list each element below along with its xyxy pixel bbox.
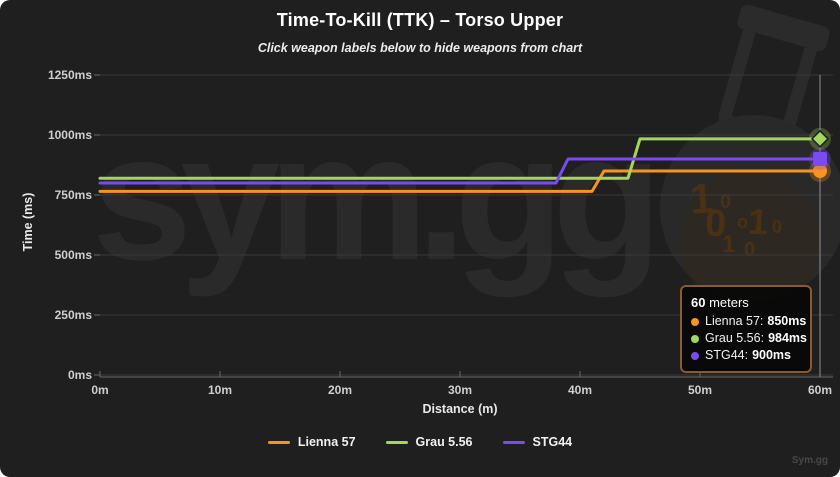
- tooltip-series-label: STG44:: [705, 348, 749, 362]
- tooltip-series-dot: [691, 317, 699, 326]
- legend-color-dash: [267, 440, 290, 444]
- series-line-lienna-57[interactable]: [98, 169, 822, 193]
- legend-item-lienna-57[interactable]: Lienna 57: [267, 435, 356, 449]
- y-tick-label: 1000ms: [47, 128, 92, 142]
- tooltip-distance: 60 meters: [691, 294, 801, 311]
- tooltip-series-dot: [691, 334, 699, 343]
- chart-tooltip: 60 meters Lienna 57: 850ms Grau 5.56: 984ms…: [680, 285, 812, 373]
- tooltip-row: STG44: 900ms: [691, 347, 801, 364]
- legend-color-dash: [502, 440, 525, 444]
- x-tick-label: 50m: [687, 383, 713, 397]
- brand-label: Sym.gg: [791, 455, 828, 466]
- sym-gg-watermark-text: sym.gg: [92, 97, 662, 298]
- tooltip-series-dot: [691, 351, 699, 360]
- logo-digit: 0: [772, 217, 783, 237]
- legend-label: Lienna 57: [297, 435, 356, 449]
- x-tick-label: 0m: [91, 383, 109, 397]
- y-tick-label: 250ms: [54, 308, 92, 322]
- logo-bottle-cap: [737, 4, 830, 51]
- legend-label: STG44: [532, 435, 573, 449]
- x-tick-label: 60m: [807, 383, 833, 397]
- tooltip-distance-value: 60: [691, 295, 706, 310]
- chart-legend: Lienna 57 Grau 5.56 STG44: [0, 435, 840, 449]
- y-tick-label: 0ms: [67, 368, 92, 382]
- tooltip-series-value: 850ms: [767, 314, 807, 328]
- legend-item-stg44[interactable]: STG44: [502, 435, 573, 449]
- y-tick-label: 500ms: [54, 248, 92, 262]
- series-line-stg44[interactable]: [98, 157, 822, 185]
- tooltip-row: Grau 5.56: 984ms: [691, 330, 807, 347]
- chart-title: Time-To-Kill (TTK) – Torso Upper: [276, 10, 564, 30]
- marker-square-stg44[interactable]: [813, 152, 827, 166]
- marker-diamond-grau-5-56[interactable]: [810, 129, 830, 148]
- tooltip-series-value: 900ms: [752, 348, 792, 362]
- x-tick-label: 30m: [447, 383, 473, 397]
- x-axis-title: Distance (m): [422, 402, 498, 416]
- y-tick-label: 1250ms: [47, 68, 92, 82]
- logo-digit: o: [737, 212, 748, 232]
- tooltip-row: Lienna 57: 850ms: [691, 313, 806, 330]
- logo-sphere-glow: [680, 172, 820, 312]
- tooltip-series-value: 984ms: [768, 331, 808, 345]
- legend-label: Grau 5.56: [415, 435, 473, 449]
- marker-circle-lienna-57[interactable]: [813, 164, 827, 178]
- legend-item-grau-5-56[interactable]: Grau 5.56: [385, 435, 473, 449]
- x-tick-label: 40m: [567, 383, 593, 397]
- tooltip-distance-unit: meters: [705, 295, 749, 310]
- y-tick-label: 750ms: [54, 188, 92, 202]
- logo-digit: 0: [720, 191, 732, 213]
- logo-digit: 0: [744, 239, 756, 261]
- chart-subtitle: Click weapon labels below to hide weapon…: [257, 41, 583, 55]
- legend-color-dash: [385, 440, 408, 444]
- x-tick-label: 20m: [327, 383, 353, 397]
- logo-sphere: [660, 115, 840, 301]
- tooltip-series-label: Lienna 57:: [705, 314, 764, 328]
- x-tick-label: 10m: [207, 383, 233, 397]
- tooltip-series-label: Grau 5.56:: [705, 331, 765, 345]
